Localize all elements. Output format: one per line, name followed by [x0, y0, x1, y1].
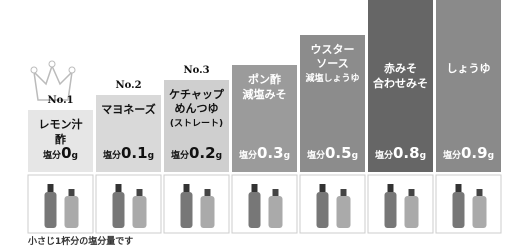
- value-prefix: 塩分: [103, 149, 121, 161]
- category-label: マヨネーズ: [101, 102, 155, 116]
- bottle: [473, 196, 487, 228]
- category-label: 合わせみそ: [373, 76, 428, 90]
- category-label: めんつゆ: [175, 102, 219, 115]
- value-number: 0.2: [189, 144, 216, 162]
- bottle: [201, 196, 215, 228]
- category-label: ポン酢: [248, 72, 281, 86]
- crown-jewel: [69, 67, 75, 73]
- bottle: [385, 192, 397, 228]
- bottle-cap: [273, 189, 279, 196]
- bottle: [269, 196, 283, 228]
- value-prefix: 塩分: [43, 149, 61, 161]
- category-label: レモン汁: [39, 117, 83, 131]
- bottle-cap: [48, 184, 54, 192]
- category-label: ケチャップ: [169, 87, 225, 101]
- value-number: 0.9: [461, 144, 488, 162]
- value-unit: g: [352, 151, 358, 161]
- category-label: (ストレート): [170, 118, 223, 129]
- value-unit: g: [420, 151, 426, 161]
- rank-label: No.1: [47, 95, 73, 106]
- category-label: ウスター: [311, 43, 355, 56]
- value-prefix: 塩分: [375, 149, 393, 161]
- bottle-cap: [409, 189, 415, 196]
- product-box: [96, 175, 161, 233]
- product-row: [28, 175, 501, 233]
- bottle-cap: [477, 189, 483, 196]
- bottle: [405, 196, 419, 228]
- bottle-cap: [320, 184, 326, 192]
- category-label: しょうゆ: [447, 62, 491, 75]
- value-unit: g: [284, 151, 290, 161]
- value-number: 0: [61, 144, 71, 162]
- value-prefix: 塩分: [307, 149, 325, 161]
- bottle-cap: [184, 184, 190, 192]
- bottle-cap: [137, 189, 143, 196]
- bottle: [65, 196, 79, 228]
- product-box: [300, 175, 365, 233]
- bottle-cap: [341, 189, 347, 196]
- product-box: [436, 175, 501, 233]
- product-box: [28, 175, 93, 233]
- rank-label: No.2: [115, 80, 141, 91]
- crown-jewel: [31, 67, 37, 73]
- category-label: 赤みそ: [384, 61, 417, 75]
- value-prefix: 塩分: [239, 149, 257, 161]
- product-box: [232, 175, 297, 233]
- value-unit: g: [216, 151, 222, 161]
- value-number: 0.5: [325, 144, 352, 162]
- bottle: [249, 192, 261, 228]
- chart: レモン汁酢塩分0gNo.1マヨネーズ塩分0.1gNo.2ケチャップめんつゆ(スト…: [0, 0, 509, 252]
- bottle-cap: [116, 184, 122, 192]
- product-box: [368, 175, 433, 233]
- crown-jewel: [49, 61, 55, 67]
- category-label: ソース: [316, 57, 348, 70]
- bottle: [181, 192, 193, 228]
- value-prefix: 塩分: [443, 149, 461, 161]
- value-unit: g: [488, 151, 494, 161]
- rank-label: No.3: [183, 65, 209, 76]
- bottle-cap: [69, 189, 75, 196]
- bottle: [45, 192, 57, 228]
- bottle-cap: [205, 189, 211, 196]
- bottle-cap: [252, 184, 258, 192]
- value-unit: g: [72, 151, 78, 161]
- value-number: 0.8: [393, 144, 420, 162]
- bottle: [317, 192, 329, 228]
- bottle: [453, 192, 465, 228]
- product-box: [164, 175, 229, 233]
- category-label: 減塩みそ: [243, 87, 287, 101]
- bottle: [113, 192, 125, 228]
- value-unit: g: [148, 151, 154, 161]
- bottle-cap: [388, 184, 394, 192]
- bottle-cap: [456, 184, 462, 192]
- bottle: [337, 196, 351, 228]
- value-prefix: 塩分: [171, 149, 189, 161]
- footnote: 小さじ1杯分の塩分量です: [27, 235, 133, 247]
- category-label: 減塩しょうゆ: [305, 72, 359, 84]
- bottle: [133, 196, 147, 228]
- value-number: 0.1: [121, 144, 148, 162]
- value-number: 0.3: [257, 144, 284, 162]
